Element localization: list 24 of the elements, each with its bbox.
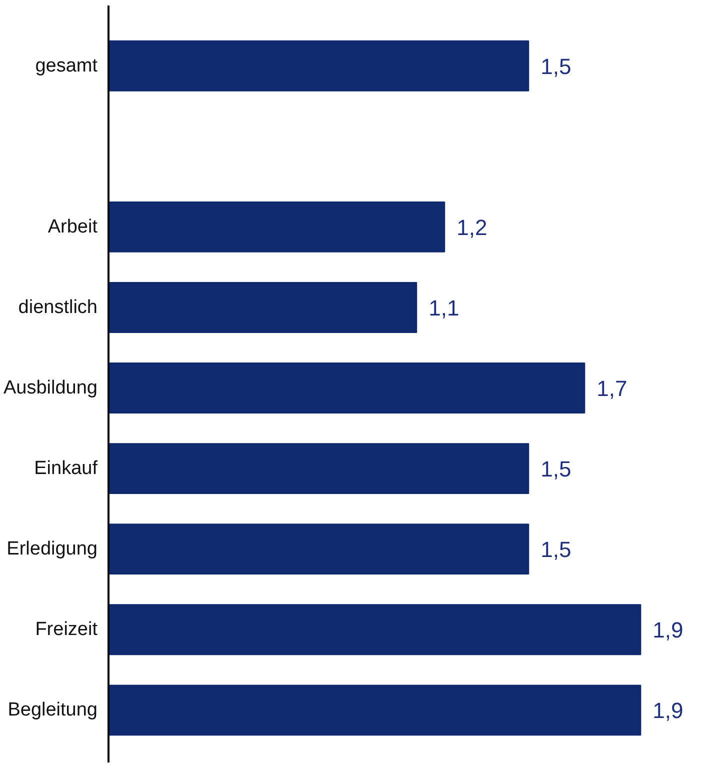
data-label: 1,5 (540, 456, 572, 482)
data-label: 1,1 (428, 295, 460, 320)
data-label: 1,5 (540, 54, 572, 79)
data-label: 1,9 (652, 698, 684, 724)
bar (108, 604, 642, 656)
bar (108, 202, 446, 252)
y-tick-label: dienstlich (18, 296, 98, 318)
bar (108, 362, 586, 414)
bar (108, 282, 418, 333)
data-label: 1,5 (540, 537, 572, 562)
y-tick-label: Begleitung (8, 700, 98, 721)
bar (108, 443, 530, 494)
y-tick-label: Einkauf (34, 458, 98, 480)
y-tick-label: Erledigung (6, 538, 98, 560)
bar (108, 684, 642, 736)
y-tick-label: Freizeit (35, 619, 98, 640)
bar (108, 524, 530, 575)
bar (108, 40, 530, 92)
y-tick-label: gesamt (35, 55, 98, 76)
y-tick-label: Arbeit (48, 216, 98, 238)
data-label: 1,9 (652, 618, 684, 643)
data-label: 1,7 (596, 376, 628, 402)
y-tick-label: Ausbildung (3, 378, 98, 399)
data-label: 1,2 (456, 214, 488, 240)
